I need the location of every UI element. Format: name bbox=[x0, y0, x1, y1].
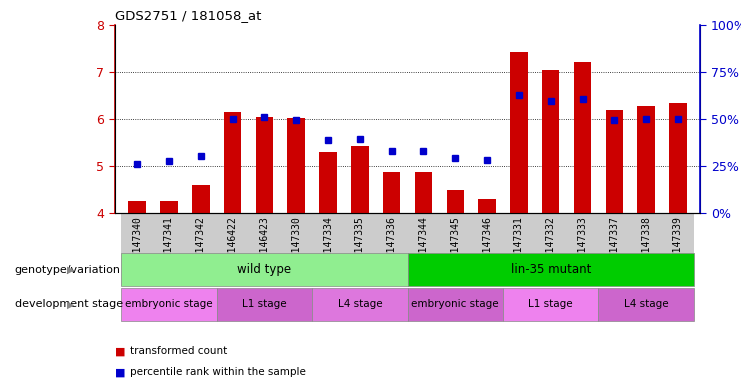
Text: L4 stage: L4 stage bbox=[624, 299, 668, 310]
Text: L1 stage: L1 stage bbox=[242, 299, 287, 310]
Text: transformed count: transformed count bbox=[130, 346, 227, 356]
Bar bbox=[351, 146, 368, 213]
Text: percentile rank within the sample: percentile rank within the sample bbox=[130, 367, 305, 377]
Bar bbox=[224, 112, 242, 213]
Text: embryonic stage: embryonic stage bbox=[125, 299, 213, 310]
Bar bbox=[542, 70, 559, 213]
Bar bbox=[574, 62, 591, 213]
Text: lin-35 mutant: lin-35 mutant bbox=[511, 263, 591, 276]
Bar bbox=[415, 172, 432, 213]
Bar bbox=[383, 172, 400, 213]
Bar bbox=[637, 106, 655, 213]
Bar bbox=[256, 117, 273, 213]
Bar bbox=[479, 199, 496, 213]
Text: ■: ■ bbox=[115, 346, 125, 356]
Text: GDS2751 / 181058_at: GDS2751 / 181058_at bbox=[115, 9, 262, 22]
Bar bbox=[160, 201, 178, 213]
Bar bbox=[288, 118, 305, 213]
Bar bbox=[319, 152, 336, 213]
Text: development stage: development stage bbox=[15, 299, 123, 310]
Text: ■: ■ bbox=[115, 367, 125, 377]
Text: L4 stage: L4 stage bbox=[337, 299, 382, 310]
Bar bbox=[669, 103, 687, 213]
Bar bbox=[447, 190, 464, 213]
Bar bbox=[192, 185, 210, 213]
Bar bbox=[510, 52, 528, 213]
Bar bbox=[128, 201, 146, 213]
Text: L1 stage: L1 stage bbox=[528, 299, 573, 310]
Text: genotype/variation: genotype/variation bbox=[15, 265, 121, 275]
Text: wild type: wild type bbox=[237, 263, 291, 276]
Bar bbox=[605, 109, 623, 213]
Text: embryonic stage: embryonic stage bbox=[411, 299, 499, 310]
Text: ▶: ▶ bbox=[67, 265, 74, 275]
Text: ▶: ▶ bbox=[67, 299, 74, 310]
